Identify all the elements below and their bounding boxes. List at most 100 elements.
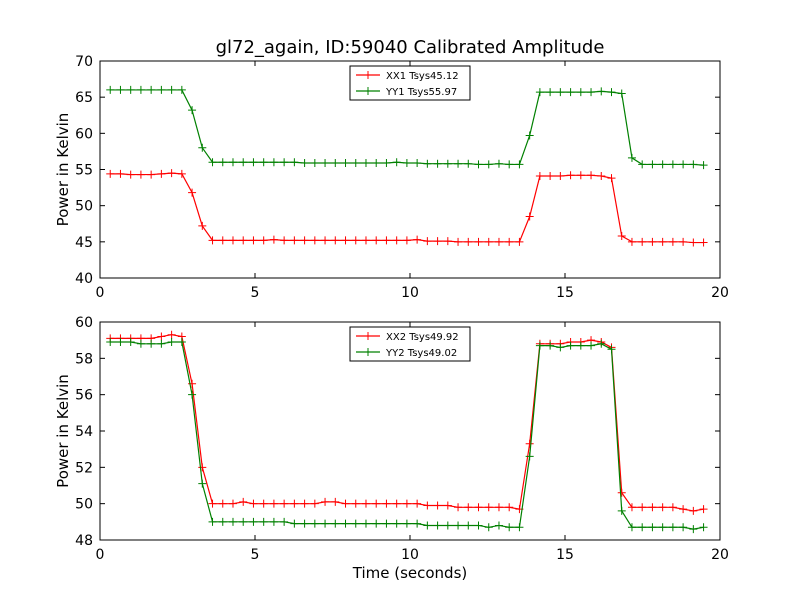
data-point xyxy=(249,517,258,526)
data-point xyxy=(310,158,319,167)
data-point xyxy=(361,236,370,245)
series-xx1 xyxy=(106,169,708,247)
data-point xyxy=(331,519,340,528)
data-point xyxy=(157,339,166,348)
x-axis-label: Time (seconds) xyxy=(352,564,468,582)
data-point xyxy=(505,503,514,512)
data-point xyxy=(280,517,289,526)
data-point xyxy=(208,517,217,526)
data-point xyxy=(638,503,647,512)
data-point xyxy=(627,153,636,162)
data-point xyxy=(484,503,493,512)
data-point xyxy=(392,158,401,167)
data-point xyxy=(239,158,248,167)
data-point xyxy=(658,523,667,532)
data-point xyxy=(515,237,524,246)
data-point xyxy=(433,237,442,246)
data-point xyxy=(157,332,166,341)
chart-title: gl72_again, ID:59040 Calibrated Amplitud… xyxy=(216,37,605,58)
x-tick-label: 20 xyxy=(711,285,729,301)
data-point xyxy=(535,88,544,97)
data-point xyxy=(321,519,330,528)
data-point xyxy=(331,497,340,506)
x-tick-label: 0 xyxy=(96,285,105,301)
legend-label: XX1 Tsys45.12 xyxy=(386,71,459,82)
data-point xyxy=(494,521,503,530)
data-point xyxy=(556,343,565,352)
data-point xyxy=(689,506,698,515)
data-point xyxy=(147,85,156,94)
y-tick-label: 60 xyxy=(75,315,93,331)
data-point xyxy=(116,337,125,346)
data-point xyxy=(300,519,309,528)
data-point xyxy=(208,158,217,167)
data-point xyxy=(331,158,340,167)
data-point xyxy=(535,172,544,181)
data-point xyxy=(566,171,575,180)
y-tick-label: 40 xyxy=(75,271,93,287)
legend: XX1 Tsys45.12 YY1 Tsys55.97 xyxy=(349,65,471,101)
data-point xyxy=(638,160,647,169)
data-point xyxy=(372,236,381,245)
data-point xyxy=(402,499,411,508)
data-point xyxy=(464,503,473,512)
data-point xyxy=(668,523,677,532)
data-point xyxy=(617,488,626,497)
data-point xyxy=(576,341,585,350)
data-point xyxy=(699,238,708,247)
data-point xyxy=(392,519,401,528)
data-point xyxy=(300,158,309,167)
data-point xyxy=(597,339,606,348)
data-point xyxy=(188,188,197,197)
data-point xyxy=(443,237,452,246)
data-point xyxy=(515,160,524,169)
x-tick-label: 15 xyxy=(556,547,574,563)
x-tick-label: 10 xyxy=(401,547,419,563)
data-point xyxy=(658,237,667,246)
y-tick-label: 52 xyxy=(75,460,93,476)
data-point xyxy=(167,330,176,339)
legend-label: XX2 Tsys49.92 xyxy=(386,332,459,343)
data-point xyxy=(177,337,186,346)
data-point xyxy=(147,339,156,348)
y-tick-label: 50 xyxy=(75,497,93,513)
data-point xyxy=(300,236,309,245)
data-point xyxy=(198,221,207,230)
data-point xyxy=(392,236,401,245)
data-point xyxy=(423,237,432,246)
data-point xyxy=(587,171,596,180)
data-point xyxy=(341,519,350,528)
data-point xyxy=(413,235,422,244)
data-point xyxy=(423,159,432,168)
data-point xyxy=(188,390,197,399)
data-point xyxy=(474,521,483,530)
data-point xyxy=(198,143,207,152)
legend-marker xyxy=(364,348,372,356)
data-point xyxy=(280,236,289,245)
data-point xyxy=(658,503,667,512)
data-point xyxy=(126,337,135,346)
data-point xyxy=(617,232,626,241)
data-point xyxy=(351,499,360,508)
data-point xyxy=(198,479,207,488)
y-tick-label: 55 xyxy=(75,163,93,179)
data-point xyxy=(454,503,463,512)
legend-marker xyxy=(364,87,372,95)
data-point xyxy=(413,519,422,528)
data-point xyxy=(474,160,483,169)
data-point xyxy=(321,158,330,167)
x-tick-label: 15 xyxy=(556,285,574,301)
data-point xyxy=(188,106,197,115)
data-point xyxy=(433,521,442,530)
data-point xyxy=(494,159,503,168)
data-point xyxy=(617,506,626,515)
data-point xyxy=(361,499,370,508)
data-point xyxy=(699,505,708,514)
data-point xyxy=(597,172,606,181)
legend-marker xyxy=(364,71,372,79)
data-point xyxy=(290,158,299,167)
data-point xyxy=(648,503,657,512)
data-point xyxy=(525,212,534,221)
data-point xyxy=(136,339,145,348)
data-point xyxy=(290,236,299,245)
